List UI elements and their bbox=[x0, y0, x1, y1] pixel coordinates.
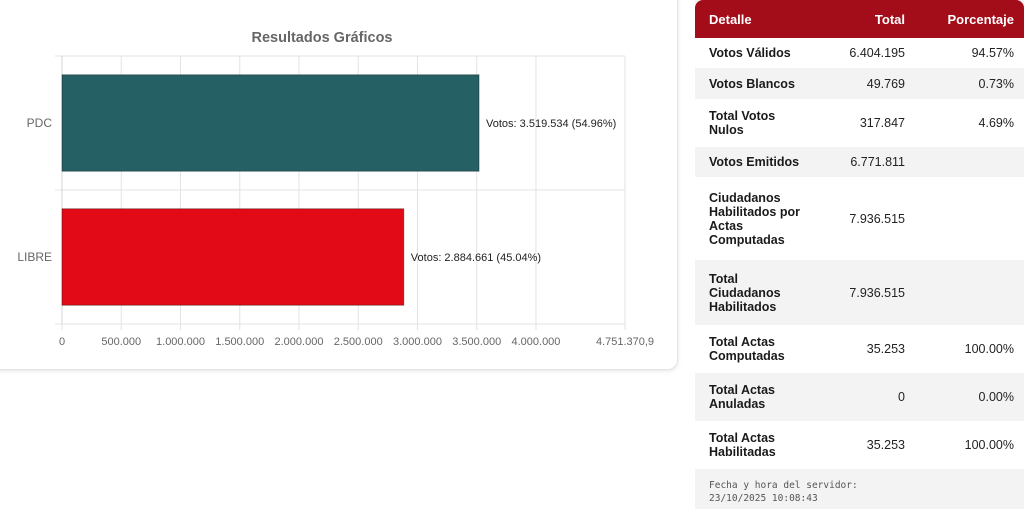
row-total: 0 bbox=[815, 373, 915, 421]
row-label: Ciudadanos Habilitados por Actas Computa… bbox=[695, 177, 815, 260]
row-total: 6.404.195 bbox=[815, 38, 915, 68]
x-tick-label: 4.000.000 bbox=[511, 336, 560, 348]
x-tick-label: 4.751.370,9 bbox=[596, 336, 654, 348]
row-percentage bbox=[915, 147, 1024, 177]
x-tick-label: 1.500.000 bbox=[215, 336, 264, 348]
row-percentage: 0.73% bbox=[915, 68, 1024, 99]
row-label: Votos Emitidos bbox=[695, 147, 815, 177]
row-total: 35.253 bbox=[815, 325, 915, 373]
table-row: Total Actas Habilitadas 35.253 100.00% bbox=[695, 421, 1024, 469]
row-total: 35.253 bbox=[815, 421, 915, 469]
row-percentage: 100.00% bbox=[915, 325, 1024, 373]
bar-libre bbox=[61, 208, 405, 306]
x-tick-label: 1.000.000 bbox=[156, 336, 205, 348]
row-total: 7.936.515 bbox=[815, 260, 915, 325]
data-label: Votos: 3.519.534 (54.96%) bbox=[486, 118, 616, 130]
table-row: Total Actas Anuladas 0 0.00% bbox=[695, 373, 1024, 421]
chart-card: Resultados Gráficos 0 500.000 1.000.000 1.50… bbox=[0, 0, 678, 370]
header-detalle: Detalle bbox=[695, 0, 815, 38]
table-header-row: Detalle Total Porcentaje bbox=[695, 0, 1024, 38]
table-row: Votos Válidos 6.404.195 94.57% bbox=[695, 38, 1024, 68]
row-percentage bbox=[915, 177, 1024, 260]
bar-pdc bbox=[61, 74, 480, 172]
row-percentage: 0.00% bbox=[915, 373, 1024, 421]
category-label: LIBRE bbox=[17, 250, 52, 264]
table-row: Ciudadanos Habilitados por Actas Computa… bbox=[695, 177, 1024, 260]
row-label: Total Votos Nulos bbox=[695, 99, 815, 147]
results-table-panel: Detalle Total Porcentaje Votos Válidos 6… bbox=[695, 0, 1024, 509]
row-total: 317.847 bbox=[815, 99, 915, 147]
results-table: Detalle Total Porcentaje Votos Válidos 6… bbox=[695, 0, 1024, 469]
row-total: 49.769 bbox=[815, 68, 915, 99]
row-percentage: 4.69% bbox=[915, 99, 1024, 147]
row-label: Votos Válidos bbox=[695, 38, 815, 68]
server-time-value: 23/10/2025 10:08:43 bbox=[709, 493, 818, 504]
chart-title: Resultados Gráficos bbox=[251, 30, 392, 46]
table-row: Total Actas Computadas 35.253 100.00% bbox=[695, 325, 1024, 373]
row-label: Total Actas Anuladas bbox=[695, 373, 815, 421]
x-tick-label: 0 bbox=[59, 336, 65, 348]
row-label: Total Actas Habilitadas bbox=[695, 421, 815, 469]
server-time: Fecha y hora del servidor: 23/10/2025 10… bbox=[695, 469, 1024, 509]
x-tick-label: 2.000.000 bbox=[275, 336, 324, 348]
x-tick-label: 500.000 bbox=[101, 336, 141, 348]
x-tick-label: 3.500.000 bbox=[452, 336, 501, 348]
x-tick-label: 2.500.000 bbox=[334, 336, 383, 348]
row-percentage: 100.00% bbox=[915, 421, 1024, 469]
row-total: 7.936.515 bbox=[815, 177, 915, 260]
table-row: Votos Emitidos 6.771.811 bbox=[695, 147, 1024, 177]
bar-chart: Resultados Gráficos 0 500.000 1.000.000 1.50… bbox=[17, 30, 654, 348]
category-label: PDC bbox=[27, 116, 53, 130]
table-row: Total Votos Nulos 317.847 4.69% bbox=[695, 99, 1024, 147]
x-tick-label: 3.000.000 bbox=[393, 336, 442, 348]
row-total: 6.771.811 bbox=[815, 147, 915, 177]
row-percentage bbox=[915, 260, 1024, 325]
header-porcentaje: Porcentaje bbox=[915, 0, 1024, 38]
server-time-label: Fecha y hora del servidor: bbox=[709, 480, 858, 491]
row-label: Total Ciudadanos Habilitados bbox=[695, 260, 815, 325]
row-label: Votos Blancos bbox=[695, 68, 815, 99]
table-row: Total Ciudadanos Habilitados 7.936.515 bbox=[695, 260, 1024, 325]
row-label: Total Actas Computadas bbox=[695, 325, 815, 373]
header-total: Total bbox=[815, 0, 915, 38]
table-row: Votos Blancos 49.769 0.73% bbox=[695, 68, 1024, 99]
row-percentage: 94.57% bbox=[915, 38, 1024, 68]
data-label: Votos: 2.884.661 (45.04%) bbox=[411, 252, 541, 264]
